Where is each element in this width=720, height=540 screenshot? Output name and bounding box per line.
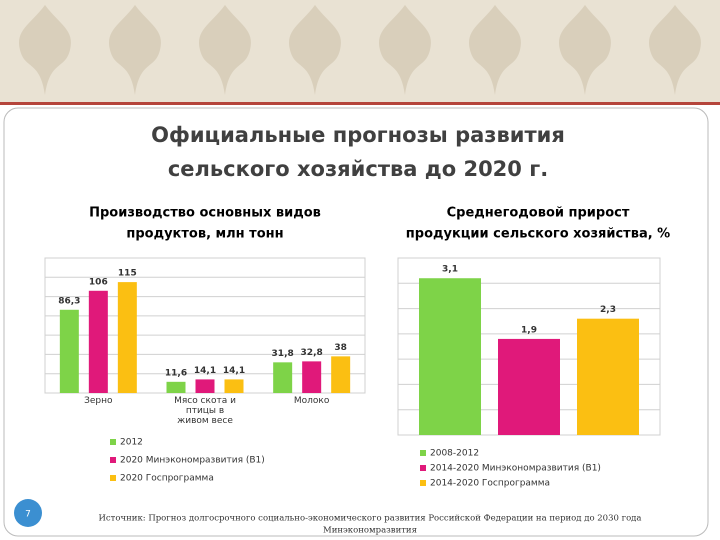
bar	[88, 290, 108, 393]
chart-title: Производство основных видов	[89, 206, 321, 221]
x-tick-label: Мясо скота и птицы в живом весе	[174, 396, 236, 426]
x-tick-label: Молоко	[293, 396, 330, 406]
legend-swatch	[110, 475, 116, 481]
legend-swatch	[420, 450, 426, 456]
bar	[59, 309, 79, 393]
value-label: 2,3	[600, 305, 616, 315]
slide-title: сельского хозяйства до 2020 г.	[168, 157, 548, 181]
bar	[419, 278, 481, 435]
value-label: 31,8	[272, 349, 294, 359]
category-box: Молоко	[293, 396, 330, 406]
chart-title: продуктов, млн тонн	[126, 227, 283, 242]
legend-label: 2014-2020 Минэкономразвития (В1)	[430, 464, 601, 474]
value-label: 14,1	[223, 366, 245, 376]
value-label: 11,6	[165, 368, 187, 378]
page-number: 7	[25, 510, 31, 520]
legend-swatch	[420, 465, 426, 471]
bar	[331, 356, 351, 393]
x-tick-label: Зерно	[84, 396, 113, 406]
legend-label: 2020 Госпрограмма	[120, 474, 214, 484]
value-label: 32,8	[301, 348, 323, 358]
category-box: Мясо скота и птицы в живом весе	[174, 396, 236, 426]
bar	[117, 282, 137, 393]
chart-title: Среднегодовой прирост	[447, 206, 630, 221]
bar	[224, 379, 244, 393]
legend-label: 2014-2020 Госпрограмма	[430, 479, 550, 489]
slide-title: Официальные прогнозы развития	[151, 123, 565, 147]
category-box: Зерно	[84, 396, 113, 406]
source: Минэкономразвития	[323, 526, 417, 536]
legend-label: 2008-2012	[430, 449, 479, 459]
background-pattern	[0, 0, 720, 104]
bar	[302, 361, 322, 393]
value-label: 3,1	[442, 265, 458, 275]
value-label: 86,3	[58, 296, 80, 306]
bar	[273, 362, 293, 393]
bar	[195, 379, 215, 393]
legend-label: 2012	[120, 438, 143, 448]
legend-swatch	[110, 457, 116, 463]
bar	[166, 381, 186, 393]
divider	[0, 102, 720, 105]
legend-swatch	[420, 480, 426, 486]
legend-label: 2020 Минэкономразвития (В1)	[120, 456, 265, 466]
bar	[498, 338, 560, 435]
page-badge	[14, 499, 42, 527]
value-label: 38	[334, 343, 347, 353]
value-label: 106	[89, 277, 108, 287]
value-label: 115	[118, 269, 137, 279]
legend-swatch	[110, 439, 116, 445]
chart-title: продукции сельского хозяйства, %	[406, 227, 670, 242]
value-label: 1,9	[521, 325, 537, 335]
value-label: 14,1	[194, 366, 216, 376]
source: Источник: Прогноз долгосрочного социальн…	[99, 514, 642, 524]
bar	[577, 318, 639, 435]
